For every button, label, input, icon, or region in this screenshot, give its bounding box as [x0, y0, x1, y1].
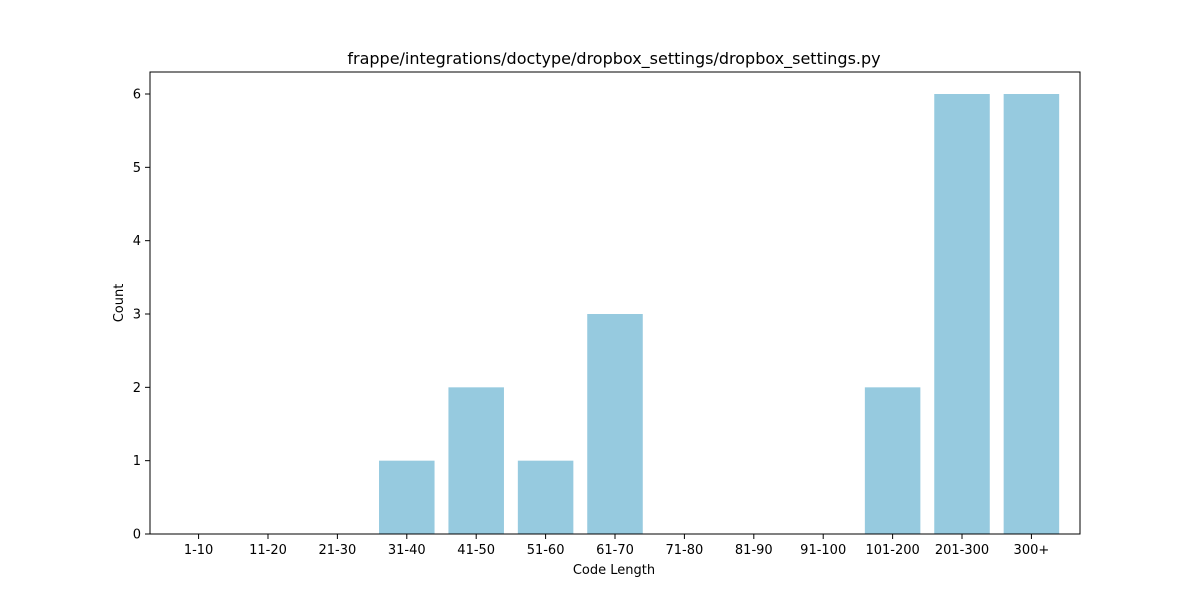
x-tick-label: 71-80 — [666, 543, 704, 558]
x-tick-label: 101-200 — [865, 543, 919, 558]
bar-101-200 — [864, 387, 921, 534]
bar-300+ — [1003, 94, 1060, 534]
x-tick-label: 21-30 — [318, 543, 356, 558]
bar-201-300 — [934, 94, 990, 534]
bar-61-70 — [587, 314, 643, 534]
y-tick-label: 6 — [133, 88, 141, 103]
plot-area — [379, 94, 1060, 534]
x-tick-label: 61-70 — [596, 543, 634, 558]
y-axis-label: Count — [112, 284, 127, 323]
bar-31-40 — [379, 460, 435, 534]
x-tick-label: 11-20 — [249, 543, 287, 558]
x-tick-label: 300+ — [1014, 543, 1050, 558]
x-tick-label: 1-10 — [184, 543, 214, 558]
x-tick-label: 41-50 — [457, 543, 495, 558]
x-tick-label: 91-100 — [800, 543, 846, 558]
y-tick-label: 4 — [133, 234, 141, 249]
x-tick-label: 201-300 — [935, 543, 989, 558]
chart-title: frappe/integrations/doctype/dropbox_sett… — [347, 49, 880, 69]
y-axis: 0 1 2 3 4 5 6 — [133, 88, 150, 543]
y-tick-label: 3 — [133, 308, 141, 323]
y-tick-label: 0 — [133, 528, 141, 543]
x-tick-label: 51-60 — [527, 543, 565, 558]
x-axis-label: Code Length — [573, 563, 655, 578]
y-tick-label: 5 — [133, 161, 141, 176]
y-tick-label: 1 — [133, 454, 141, 469]
bar-51-60 — [517, 460, 574, 534]
bar-41-50 — [448, 387, 504, 534]
y-tick-label: 2 — [133, 381, 141, 396]
x-axis: 1-10 11-20 21-30 31-40 41-50 51-60 61-70 71-80 8… — [184, 534, 1049, 558]
x-tick-label: 31-40 — [388, 543, 426, 558]
plot-frame — [149, 71, 1081, 535]
x-tick-label: 81-90 — [735, 543, 773, 558]
